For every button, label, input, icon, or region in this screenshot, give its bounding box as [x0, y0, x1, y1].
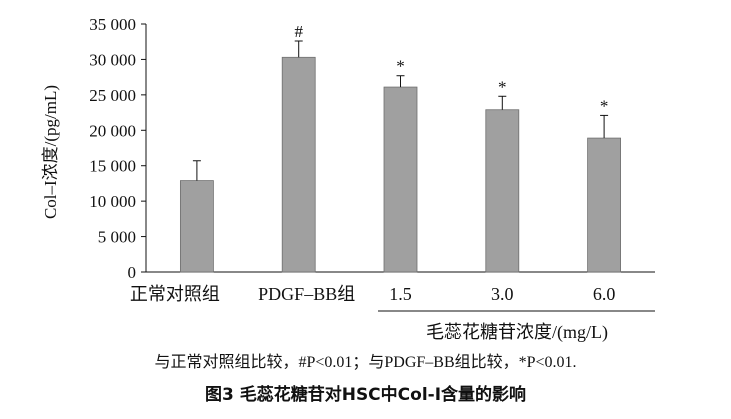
x-category-label: 正常对照组 [130, 284, 220, 304]
bar-chart: # * * * 0 5 000 10 000 15 000 20 000 25 000 30 00… [41, 15, 655, 343]
x-axis-labels: 正常对照组 PDGF–BB组 1.5 3.0 6.0 [130, 284, 615, 304]
bar [281, 56, 316, 273]
y-axis-label: Col–I浓度/(pg/mL) [41, 85, 60, 219]
y-tick-label: 0 [128, 263, 137, 282]
x-category-label: 1.5 [389, 284, 412, 304]
figure-caption: 图3 毛蕊花糖苷对HSC中Col-I含量的影响 [204, 385, 527, 405]
footnote: 与正常对照组比较，#P<0.01；与PDGF–BB组比较，*P<0.01. [154, 354, 577, 371]
x-category-label: PDGF–BB组 [258, 284, 355, 304]
x-category-label: 6.0 [593, 284, 616, 304]
y-axis-ticks: 0 5 000 10 000 15 000 20 000 25 000 30 000 35 0… [89, 15, 146, 282]
bar [383, 86, 418, 273]
bar [587, 137, 621, 273]
y-tick-label: 25 000 [89, 86, 136, 105]
y-tick-label: 10 000 [89, 192, 136, 211]
significance-marker: * [396, 57, 405, 76]
significance-marker: * [498, 77, 507, 96]
group-label: 毛蕊花糖苷浓度/(mg/L) [426, 322, 608, 343]
significance-marker: * [600, 96, 609, 115]
y-tick-label: 30 000 [89, 50, 136, 69]
bar [485, 109, 520, 273]
y-tick-label: 15 000 [89, 157, 136, 176]
chart-bars: # * * * [179, 22, 621, 273]
x-category-label: 3.0 [491, 284, 514, 304]
y-tick-label: 5 000 [98, 228, 136, 247]
significance-marker: # [294, 22, 303, 41]
y-tick-label: 35 000 [89, 15, 136, 34]
y-tick-label: 20 000 [89, 121, 136, 140]
bar [179, 180, 214, 273]
